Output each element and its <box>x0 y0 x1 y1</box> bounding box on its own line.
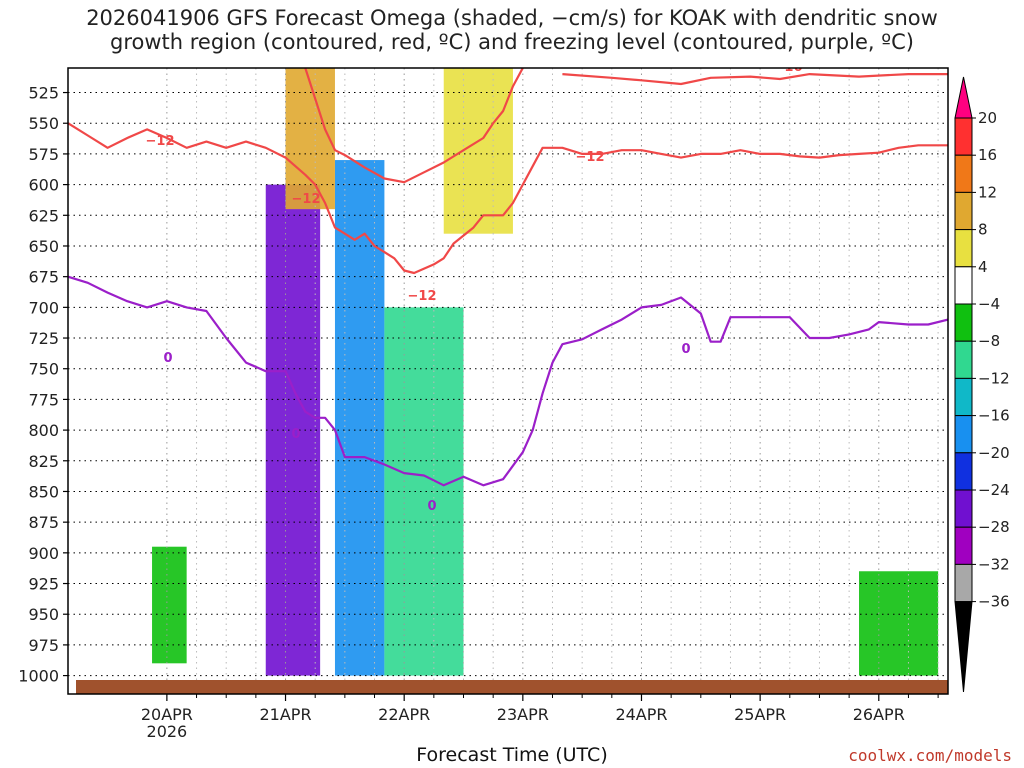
title-line-1: 2026041906 GFS Forecast Omega (shaded, −… <box>86 6 938 30</box>
colorbar-swatch <box>954 526 973 565</box>
x-tick-label: 20APR <box>141 705 193 724</box>
colorbar-swatch <box>954 415 973 454</box>
terrain-ground <box>76 680 948 694</box>
y-tick-label: 775 <box>28 390 59 409</box>
colorbar-swatch <box>954 452 973 491</box>
y-tick-label: 975 <box>28 636 59 655</box>
y-tick-label: 575 <box>28 145 59 164</box>
colorbar-label: −4 <box>978 295 1000 313</box>
colorbar-label: −24 <box>978 481 1010 499</box>
colorbar-swatch <box>954 340 973 379</box>
colorbar-swatch <box>954 229 973 268</box>
y-tick-label: 825 <box>28 452 59 471</box>
chart-title: 2026041906 GFS Forecast Omega (shaded, −… <box>0 6 1024 54</box>
y-tick-label: 600 <box>28 176 59 195</box>
y-tick-label: 875 <box>28 513 59 532</box>
contour-line <box>304 68 524 184</box>
colorbar-swatch <box>954 154 973 193</box>
colorbar-label: −12 <box>978 369 1010 387</box>
x-tick-sublabel: 2026 <box>147 722 188 741</box>
y-tick-label: 550 <box>28 114 59 133</box>
y-tick-label: 675 <box>28 268 59 287</box>
contour-line <box>68 275 948 487</box>
y-tick-label: 725 <box>28 329 59 348</box>
title-line-2: growth region (contoured, red, ºC) and f… <box>110 30 914 54</box>
colorbar-label: −32 <box>978 555 1010 573</box>
y-tick-label: 625 <box>28 206 59 225</box>
colorbar-swatch <box>954 303 973 342</box>
colorbar-swatch <box>954 377 973 417</box>
plot-frame <box>67 67 949 695</box>
y-tick-label: 800 <box>28 421 59 440</box>
y-tick-label: 750 <box>28 360 59 379</box>
colorbar-label: −8 <box>978 332 1000 350</box>
omega-region <box>285 68 335 210</box>
contour-line <box>68 122 948 275</box>
contour-label: −12 <box>408 289 437 304</box>
y-tick-label: 925 <box>28 575 59 594</box>
y-tick-label: 900 <box>28 544 59 563</box>
colorbar-swatch <box>954 489 973 528</box>
colorbar-swatch <box>954 191 973 231</box>
colorbar-label: 20 <box>978 109 997 127</box>
contour-label: −12 <box>292 192 321 207</box>
y-tick-label: 650 <box>28 237 59 256</box>
x-tick-label: 25APR <box>734 705 786 724</box>
colorbar: 20 16 12 8 4 −4 −8 −12 −16 −20 −24 −28 −32 −36 <box>954 76 1010 693</box>
x-tick-label: 23APR <box>497 705 549 724</box>
y-tick-label: 525 <box>28 84 59 103</box>
colorbar-label: 16 <box>978 146 997 164</box>
y-tick-label: 700 <box>28 298 59 317</box>
colorbar-label: −16 <box>978 407 1010 425</box>
y-axis: 525 550 575 600 625 650 675 700 725 750 775 800 825 8… <box>18 84 68 686</box>
colorbar-triangle <box>954 76 973 119</box>
x-tick-label: 22APR <box>378 705 430 724</box>
contour-label: 0 <box>427 499 436 514</box>
colorbar-label: −28 <box>978 518 1010 536</box>
colorbar-swatch <box>954 563 973 603</box>
x-tick-label: 21APR <box>259 705 311 724</box>
y-tick-label: 1000 <box>18 667 59 686</box>
source-credit[interactable]: coolwx.com/models <box>848 746 1012 765</box>
contour-label: −12 <box>146 134 175 149</box>
colorbar-label: 12 <box>978 183 997 201</box>
y-tick-label: 950 <box>28 605 59 624</box>
contour-lines: −12 −12 −12 −12 −16 0 0 0 0 <box>68 60 948 514</box>
omega-region <box>152 546 187 664</box>
omega-shading <box>152 68 939 676</box>
ground-strip <box>76 680 948 694</box>
x-tick-label: 26APR <box>853 705 905 724</box>
contour-label: 0 <box>681 342 690 357</box>
contour-label: 0 <box>291 427 300 442</box>
x-axis-title: Forecast Time (UTC) <box>416 744 608 766</box>
colorbar-label: −36 <box>978 593 1010 611</box>
contour-label: −16 <box>774 60 803 75</box>
omega-region <box>859 571 939 676</box>
colorbar-label: 8 <box>978 221 988 239</box>
omega-region <box>384 307 464 676</box>
colorbar-label: 4 <box>978 258 988 276</box>
contour-label: 0 <box>163 351 172 366</box>
contour-line <box>562 73 948 86</box>
colorbar-swatch <box>954 117 973 156</box>
colorbar-swatch <box>954 266 973 305</box>
y-tick-label: 850 <box>28 482 59 501</box>
grid-lines <box>68 68 948 694</box>
omega-region <box>443 68 513 234</box>
colorbar-triangle <box>954 601 973 693</box>
colorbar-label: −20 <box>978 444 1010 462</box>
contour-label: −12 <box>576 150 605 165</box>
x-tick-label: 24APR <box>615 705 667 724</box>
